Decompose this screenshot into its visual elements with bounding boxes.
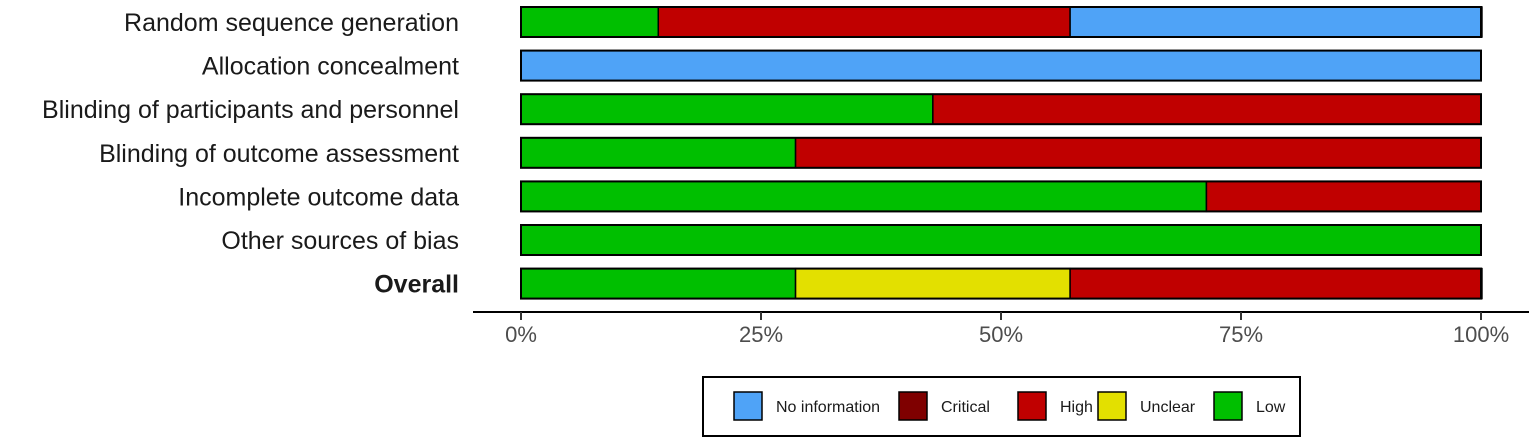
x-tick-label: 50% [979, 322, 1023, 347]
legend-label-unclear: Unclear [1140, 399, 1196, 416]
legend-label-critical: Critical [941, 399, 990, 416]
x-tick-label: 100% [1453, 322, 1509, 347]
bar-outline-overall [520, 267, 1482, 300]
bar-outline-incomplete-outcome-data [520, 180, 1482, 213]
bars-layer [520, 6, 1483, 300]
bar-segment-overall-unclear [794, 267, 1071, 300]
category-labels: Random sequence generation Allocation con… [42, 9, 459, 299]
legend-box [702, 376, 1301, 437]
bar-segment-incomplete-outcome-data-low [520, 180, 1208, 213]
bar-outline-blinding-of-outcome-assessment [520, 136, 1482, 169]
x-axis-ticks: 0% 25% 50% 75% 100% [505, 312, 1509, 347]
category-label: Blinding of participants and personnel [42, 96, 459, 124]
category-label: Incomplete outcome data [178, 183, 459, 211]
bar-outline-allocation-concealment [520, 49, 1482, 82]
bar-segment-random-sequence-generation-high [657, 6, 1071, 38]
legend-label-high: High [1060, 399, 1093, 416]
legend-key-critical [898, 391, 928, 421]
category-label: Overall [374, 271, 459, 299]
legend: No information Critical High Unclear Low [702, 376, 1301, 437]
bar-outline-random-sequence-generation [520, 6, 1482, 38]
bar-outline-blinding-of-participants-and-personnel [520, 93, 1482, 126]
x-tick-label: 25% [739, 322, 783, 347]
legend-key-high [1017, 391, 1047, 421]
bar-segment-blinding-of-outcome-assessment-low [520, 137, 797, 169]
bar-outline-other-sources-of-bias [520, 224, 1482, 256]
bar-segment-random-sequence-generation-low [520, 6, 660, 38]
category-label: Blinding of outcome assessment [99, 140, 459, 168]
legend-key-no-information [733, 391, 763, 421]
bar-segment-overall-low [520, 267, 797, 300]
bar-segment-incomplete-outcome-data-high [1205, 180, 1482, 213]
bar-segment-blinding-of-outcome-assessment-high [794, 137, 1482, 169]
category-label: Random sequence generation [124, 9, 459, 37]
bar-segment-allocation-concealment-no-information [520, 49, 1482, 82]
category-label: Allocation concealment [202, 53, 459, 81]
category-label: Other sources of bias [221, 227, 459, 255]
legend-key-low [1213, 391, 1243, 421]
legend-key-unclear [1097, 391, 1127, 421]
bar-segment-blinding-of-participants-and-personnel-low [520, 93, 934, 125]
bar-segment-random-sequence-generation-no-information [1069, 6, 1483, 38]
bar-segment-other-sources-of-bias-low [520, 224, 1482, 256]
legend-label-low: Low [1256, 399, 1286, 416]
x-tick-label: 0% [505, 322, 537, 347]
bar-segment-overall-high [1069, 267, 1483, 300]
legend-label-no-information: No information [776, 399, 880, 416]
bar-segment-blinding-of-participants-and-personnel-high [932, 93, 1482, 125]
x-tick-label: 75% [1219, 322, 1263, 347]
